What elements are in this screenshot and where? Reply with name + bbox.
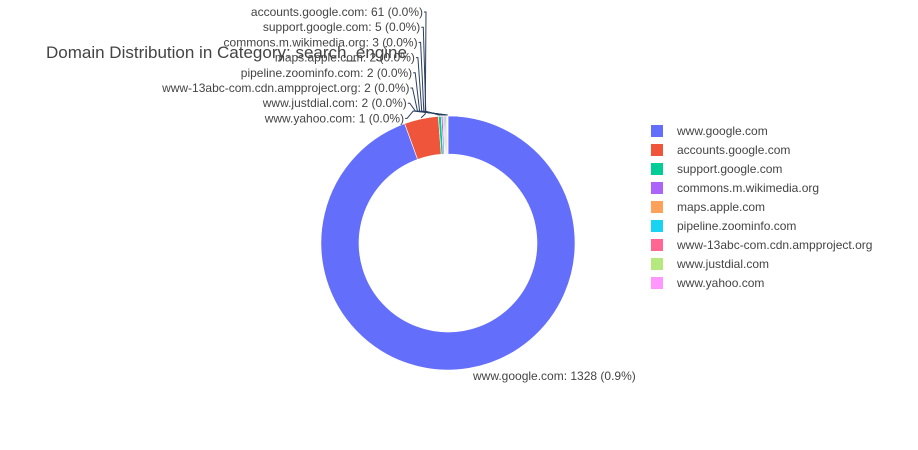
legend-item[interactable]: www.justdial.com	[651, 257, 769, 271]
leader-line	[415, 57, 444, 116]
slice-www-yahoo-com[interactable]	[447, 115, 449, 155]
legend-swatch	[651, 220, 663, 232]
slice-label: pipeline.zoominfo.com: 2 (0.0%)	[241, 66, 412, 80]
legend-swatch	[651, 163, 663, 175]
legend-label: www.yahoo.com	[676, 276, 764, 290]
legend-label: www.justdial.com	[676, 257, 769, 271]
legend-swatch	[651, 144, 663, 156]
slice-label: accounts.google.com: 61 (0.0%)	[251, 5, 423, 19]
leader-line	[420, 11, 427, 119]
legend-swatch	[651, 182, 663, 194]
leader-line	[421, 26, 440, 116]
slice-www-google-com[interactable]	[320, 115, 576, 371]
legend-label: accounts.google.com	[677, 143, 790, 157]
legend-item[interactable]: pipeline.zoominfo.com	[651, 219, 796, 233]
legend-label: pipeline.zoominfo.com	[677, 219, 796, 233]
legend-item[interactable]: www-13abc-com.cdn.ampproject.org	[651, 238, 872, 252]
legend-swatch	[651, 258, 663, 270]
slice-label: www.google.com: 1328 (0.9%)	[472, 369, 636, 383]
leader-line	[407, 102, 447, 116]
leader-line	[418, 41, 443, 116]
legend-label: www.google.com	[676, 124, 768, 138]
legend-item[interactable]: accounts.google.com	[651, 143, 790, 157]
legend-label: support.google.com	[677, 162, 782, 176]
legend-label: maps.apple.com	[677, 200, 765, 214]
slice-label: support.google.com: 5 (0.0%)	[263, 20, 420, 34]
legend-swatch	[651, 201, 663, 213]
legend-swatch	[651, 277, 663, 289]
legend-swatch	[651, 125, 663, 137]
legend-item[interactable]: maps.apple.com	[651, 200, 765, 214]
legend-item[interactable]: www.google.com	[651, 124, 768, 138]
slice-label: maps.apple.com: 2 (0.0%)	[275, 51, 415, 65]
legend-label: www-13abc-com.cdn.ampproject.org	[676, 238, 872, 252]
slice-label: www.justdial.com: 2 (0.0%)	[262, 96, 407, 110]
legend-item[interactable]: www.yahoo.com	[651, 276, 764, 290]
legend-swatch	[651, 239, 663, 251]
leader-line	[413, 72, 445, 116]
legend-label: commons.m.wikimedia.org	[677, 181, 819, 195]
slice-label: www.yahoo.com: 1 (0.0%)	[264, 111, 404, 125]
legend-item[interactable]: commons.m.wikimedia.org	[651, 181, 819, 195]
legend-item[interactable]: support.google.com	[651, 162, 782, 176]
leader-line	[405, 110, 448, 119]
chart-title: Domain Distribution in Category: search_…	[46, 43, 407, 62]
slice-label: www-13abc-com.cdn.ampproject.org: 2 (0.0…	[161, 81, 409, 95]
slice-label: commons.m.wikimedia.org: 3 (0.0%)	[224, 35, 418, 49]
